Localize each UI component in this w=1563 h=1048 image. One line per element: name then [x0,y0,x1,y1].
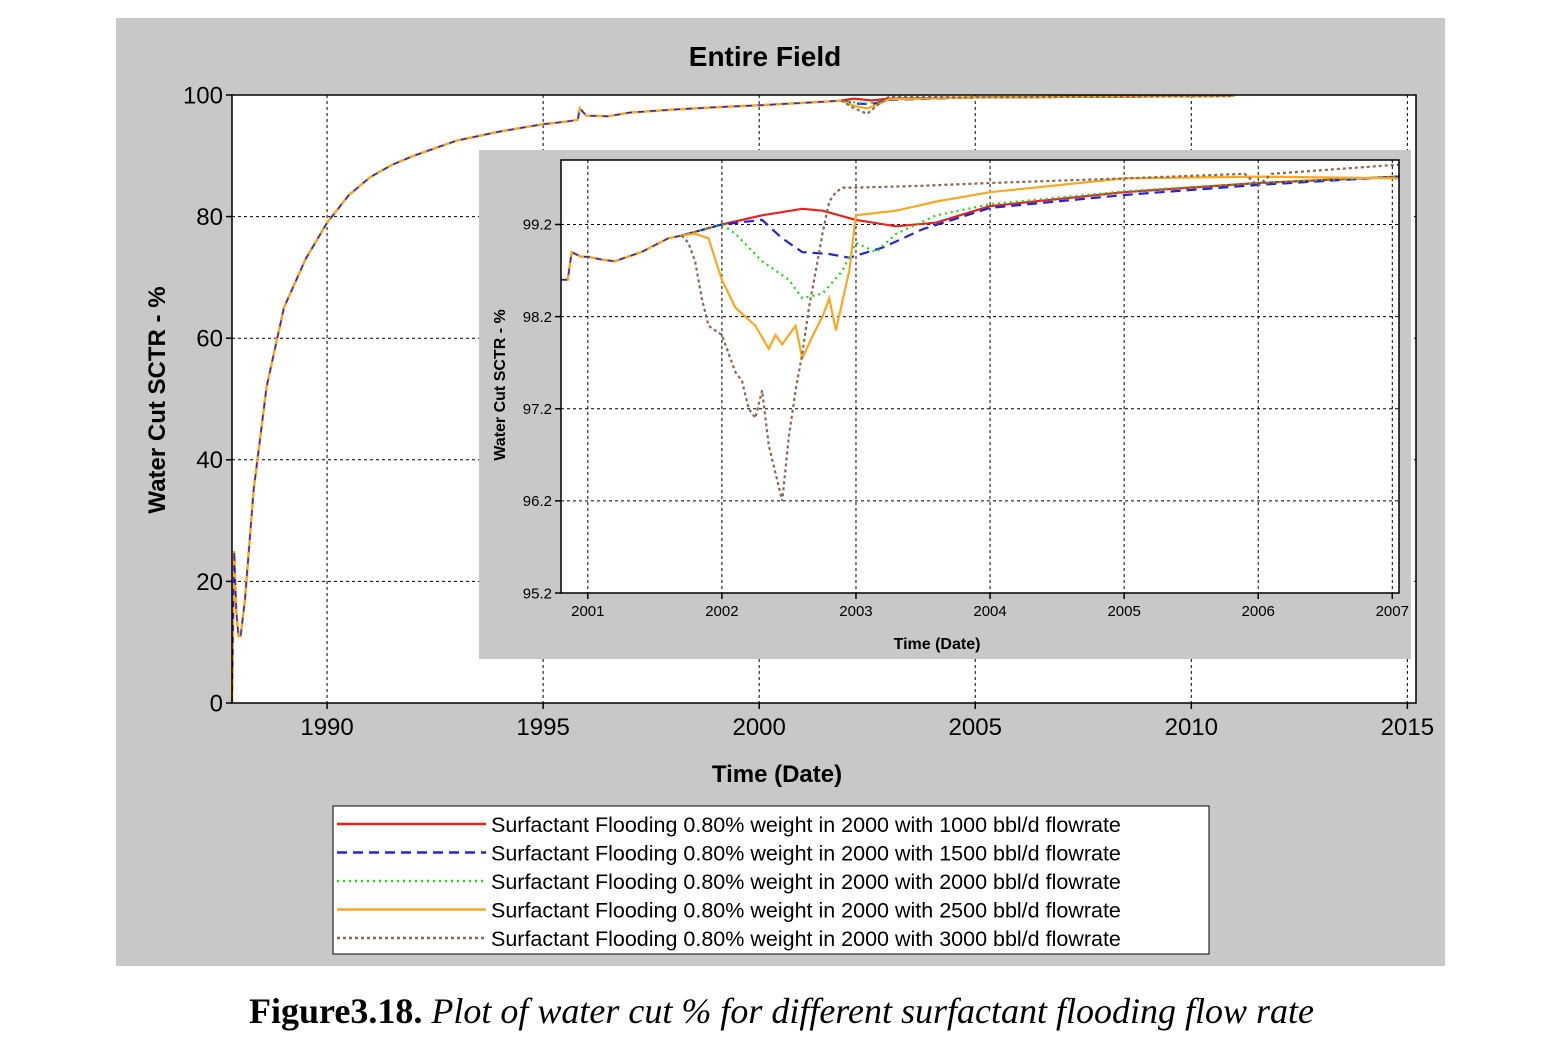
caption-text: Plot of water cut % for different surfac… [422,991,1314,1031]
inset-history-line-overlay [561,234,682,281]
inset-frame [560,159,1400,594]
inset-plot-area [561,160,1399,593]
legend-items: Surfactant Flooding 0.80% weight in 2000… [337,813,1121,951]
legend-label: Surfactant Flooding 0.80% weight in 2000… [491,927,1121,951]
main-x-tick-label: 2010 [1165,714,1218,741]
main-y-tick-label: 100 [183,82,223,109]
main-y-tick-label: 40 [196,447,223,474]
legend-label: Surfactant Flooding 0.80% weight in 2000… [491,813,1121,837]
inset-x-tick-label: 2005 [1107,603,1140,620]
inset-series-line-4 [681,175,1400,362]
main-y-tick-label: 0 [210,690,223,717]
legend-label: Surfactant Flooding 0.80% weight in 2000… [491,899,1121,923]
legend-label: Surfactant Flooding 0.80% weight in 2000… [491,870,1121,894]
main-series-line-4 [840,94,1235,110]
main-history-line-overlay [231,99,842,704]
main-x-tick-label: 2000 [732,714,785,741]
main-y-tick-label: 80 [196,204,223,231]
inset-x-tick-label: 2001 [571,603,604,620]
inset-axes: 2001 2002 2003 2004 2005 2006 2007 95.2 96.2 97.2… [523,159,1409,620]
inset-grid [561,160,1399,593]
main-frame [231,94,1417,704]
main-y-tick-label: 60 [196,326,223,353]
inset-x-tick-label: 2004 [973,603,1006,620]
inset-y-tick-label: 99.2 [523,217,552,234]
main-x-tick-label: 2015 [1381,714,1434,741]
inset-x-axis-label: Time (Date) [894,636,981,653]
inset-series-lines [561,163,1400,502]
main-y-axis-label: Water Cut SCTR - % [144,286,171,513]
inset-y-tick-label: 98.2 [523,309,552,326]
inset-y-axis-label: Water Cut SCTR - % [492,309,509,460]
inset-y-tick-label: 97.2 [523,401,552,418]
legend [332,805,1210,955]
inset-x-tick-label: 2007 [1376,603,1409,620]
inset-y-tick-label: 95.2 [523,585,552,602]
main-x-tick-label: 1990 [300,714,353,741]
caption-label: Figure3.18. [249,991,423,1031]
inset-series-line-1 [681,175,1400,237]
figure-caption: Figure3.18. Plot of water cut % for diff… [0,990,1563,1032]
main-series-lines [230,94,1235,704]
legend-label: Surfactant Flooding 0.80% weight in 2000… [491,842,1121,866]
inset-x-tick-label: 2006 [1242,603,1275,620]
inset-x-tick-label: 2003 [839,603,872,620]
inset-x-tick-label: 2002 [705,603,738,620]
main-y-tick-label: 20 [196,569,223,596]
main-x-tick-label: 1995 [516,714,569,741]
main-x-axis-label: Time (Date) [712,761,842,788]
inset-y-tick-label: 96.2 [523,493,552,510]
figure: Entire Field 1990 1995 2000 2005 2010 2015 0 20… [116,18,1445,966]
main-x-tick-label: 2005 [949,714,1002,741]
chart-title: Entire Field [689,41,841,72]
main-axes: 1990 1995 2000 2005 2010 2015 0 20 40 60 80 100 [183,82,1434,741]
